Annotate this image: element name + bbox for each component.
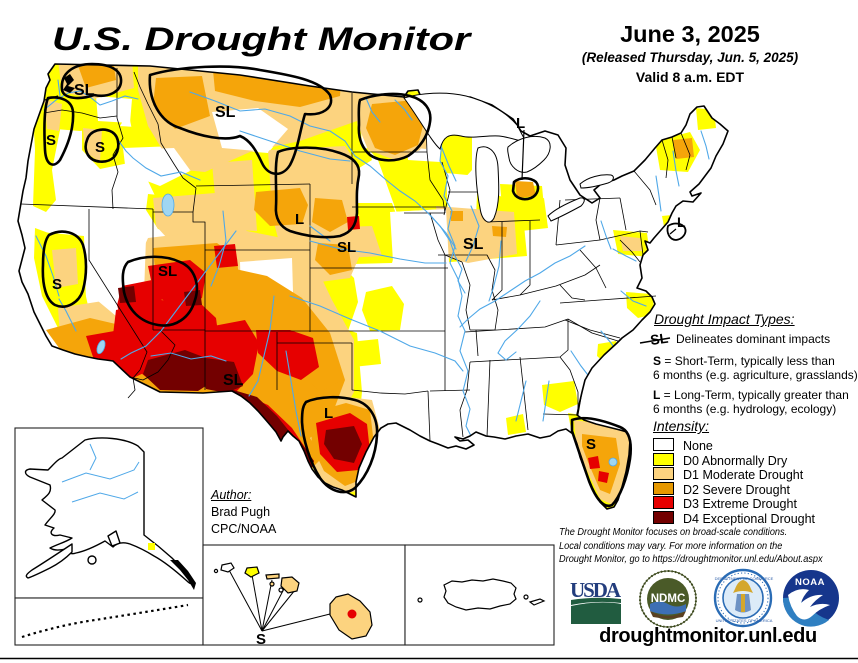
svg-text:DEPARTMENT OF COMMERCE: DEPARTMENT OF COMMERCE: [715, 576, 774, 581]
svg-text:SL: SL: [649, 330, 669, 348]
svg-text:S: S: [52, 276, 62, 293]
svg-text:SL: SL: [215, 104, 236, 121]
svg-text:L: L: [324, 405, 333, 422]
svg-text:SL: SL: [158, 263, 177, 280]
svg-text:L: L: [516, 115, 525, 132]
svg-text:L: L: [677, 214, 686, 230]
svg-text:S: S: [46, 132, 56, 149]
svg-text:SL: SL: [74, 82, 95, 99]
svg-text:SL: SL: [337, 239, 356, 256]
svg-text:NOAA: NOAA: [795, 577, 825, 588]
svg-text:NDMC: NDMC: [651, 593, 686, 605]
svg-text:SL: SL: [223, 372, 244, 389]
svg-text:UNITED STATES OF AMERICA: UNITED STATES OF AMERICA: [716, 618, 773, 623]
svg-text:S: S: [95, 139, 105, 156]
svg-text:L: L: [295, 211, 304, 228]
svg-text:S: S: [586, 436, 596, 453]
svg-text:S: S: [256, 631, 266, 648]
svg-text:SL: SL: [463, 236, 484, 253]
